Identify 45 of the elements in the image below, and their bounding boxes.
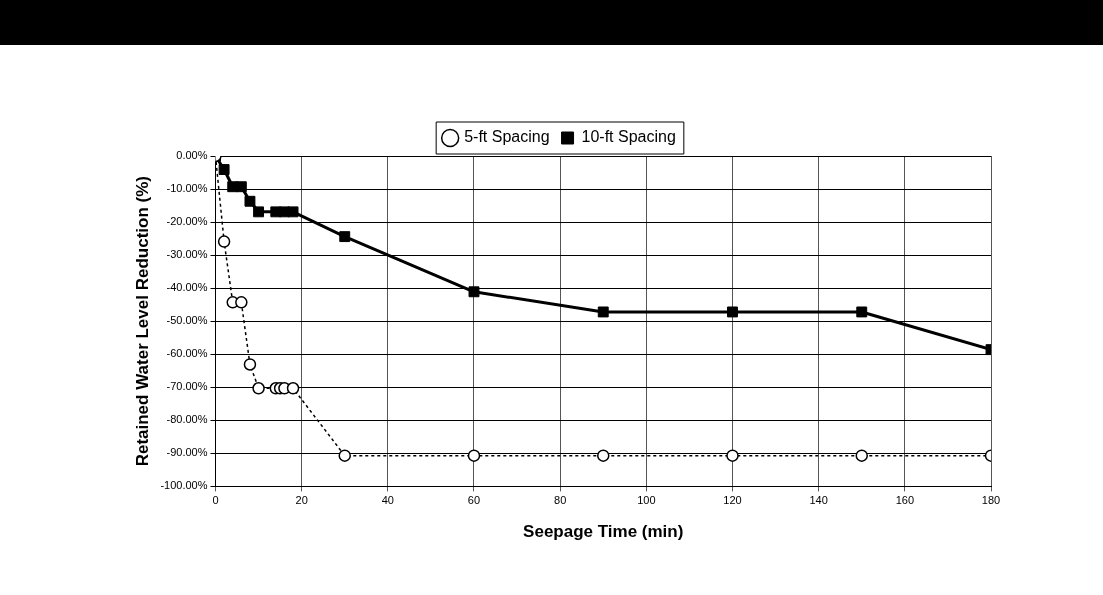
point	[235, 181, 247, 193]
y-tick-label: -50.00%	[166, 314, 208, 327]
x-axis-title: Seepage Time (min)	[523, 522, 684, 542]
point	[726, 449, 739, 462]
point	[235, 296, 248, 309]
y-axis-title: Retained Water Level Reduction (%)	[132, 176, 152, 467]
point	[286, 382, 300, 395]
point	[338, 449, 351, 462]
y-tick-label: -40.00%	[166, 281, 208, 294]
x-tick-label: 140	[809, 494, 828, 507]
point	[217, 235, 231, 248]
y-tick-label: -90.00%	[166, 446, 208, 459]
point	[244, 195, 256, 207]
y-tick-label: -100.00%	[160, 479, 208, 492]
point	[467, 449, 481, 462]
y-tick-label: -10.00%	[166, 182, 208, 195]
x-tick-label: 180	[981, 494, 1001, 507]
y-tick-label: -20.00%	[166, 215, 208, 228]
point	[339, 231, 351, 243]
y-tick-label: -30.00%	[166, 248, 208, 261]
point	[253, 206, 265, 218]
point	[856, 306, 868, 318]
point	[243, 358, 257, 371]
x-tick-label: 40	[381, 494, 394, 507]
point	[218, 164, 230, 175]
y-tick-label: -70.00%	[166, 380, 208, 393]
y-tick-label: -80.00%	[166, 413, 208, 426]
point	[468, 286, 480, 298]
point	[287, 206, 299, 218]
point	[596, 449, 610, 462]
y-tick-label: 0.00%	[176, 149, 208, 162]
x-tick-label: 160	[895, 494, 915, 507]
point	[597, 306, 609, 318]
point	[252, 382, 265, 395]
x-tick-label: 0	[212, 494, 219, 507]
y-tick-label: -60.00%	[166, 347, 208, 360]
x-tick-label: 100	[637, 494, 656, 507]
point	[855, 449, 868, 462]
legend-label: 10-ft Spacing	[581, 128, 676, 146]
x-tick-label: 20	[295, 494, 308, 507]
x-tick-label: 60	[467, 494, 481, 507]
x-tick-label: 120	[723, 494, 742, 507]
legend-label: 5-ft Spacing	[464, 128, 550, 146]
point	[727, 306, 738, 318]
x-tick-label: 80	[554, 494, 567, 507]
